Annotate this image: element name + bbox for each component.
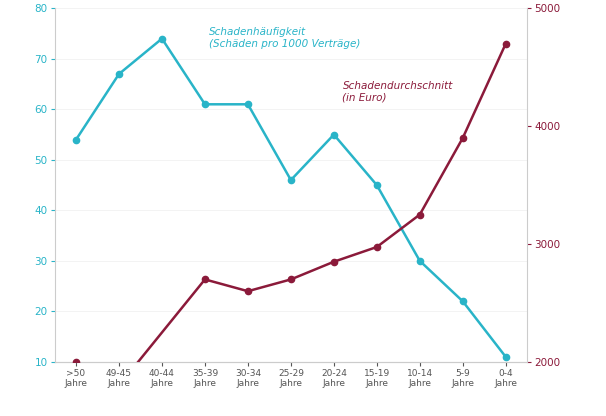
Text: Schadendurchschnitt
(in Euro): Schadendurchschnitt (in Euro) — [342, 81, 453, 103]
Text: Schadenhäufigkeit
(Schäden pro 1000 Verträge): Schadenhäufigkeit (Schäden pro 1000 Vert… — [209, 27, 361, 49]
